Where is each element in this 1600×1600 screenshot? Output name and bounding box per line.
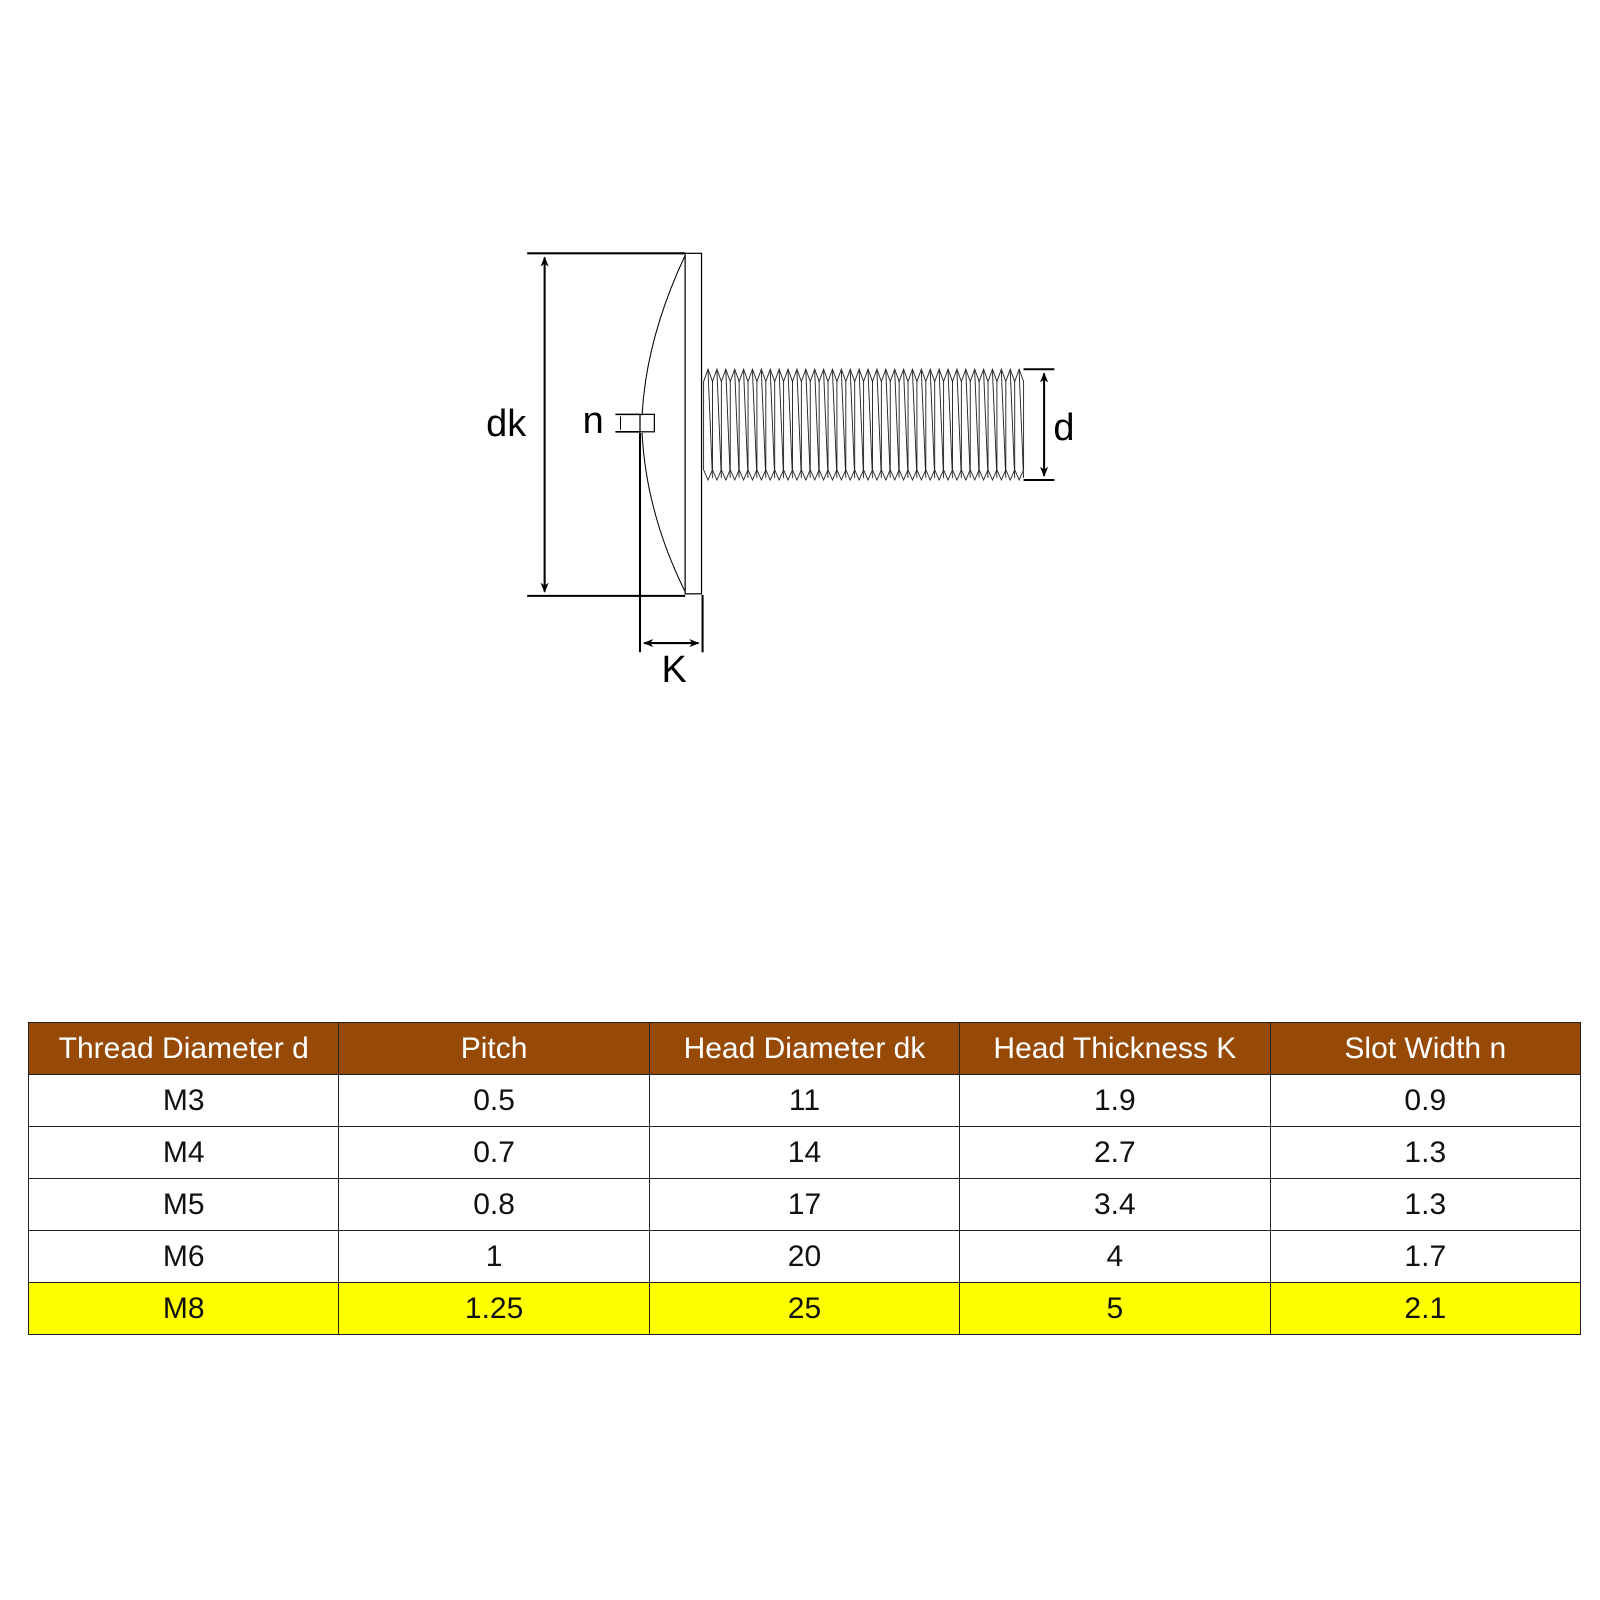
thread-line <box>716 371 722 478</box>
thread-line <box>752 371 758 478</box>
table-cell: 0.5 <box>338 1074 650 1127</box>
thread-line <box>1000 371 1007 478</box>
thread-line <box>947 371 953 478</box>
table-cell: 14 <box>648 1126 961 1179</box>
thread-line <box>787 371 793 478</box>
table-cell: 1.7 <box>1269 1230 1582 1283</box>
table-cell: M4 <box>27 1126 340 1179</box>
column-header: Head Thickness K <box>959 1022 1271 1075</box>
table-cell: 1.9 <box>959 1074 1271 1127</box>
thread-line <box>1018 371 1025 478</box>
thread-line <box>805 371 811 478</box>
table-cell: 0.7 <box>338 1126 650 1179</box>
table-cell: 11 <box>648 1074 961 1127</box>
n-dimension: n <box>583 400 640 442</box>
dk-label: dk <box>486 403 527 445</box>
table-cell: 0.9 <box>1269 1074 1582 1127</box>
table-cell: 17 <box>648 1178 961 1231</box>
thread-line <box>707 371 713 478</box>
table-cell: 2.7 <box>959 1126 1271 1179</box>
thread-line <box>814 371 820 478</box>
table-row: M4 0.7 14 2.7 1.3 <box>27 1126 1582 1179</box>
thread-line <box>743 371 749 478</box>
thread-line <box>920 371 927 478</box>
thread-line <box>867 371 873 478</box>
thread-line <box>725 371 731 478</box>
thread-line <box>849 371 856 478</box>
table-cell: 1 <box>338 1230 650 1283</box>
table-cell: 1.3 <box>1269 1126 1582 1179</box>
column-header: Slot Width n <box>1269 1022 1582 1075</box>
thread-line <box>840 371 847 478</box>
table-row-highlighted: M8 1.25 25 5 2.1 <box>27 1282 1582 1335</box>
thread-line <box>876 371 882 478</box>
table-cell: 3.4 <box>959 1178 1271 1231</box>
thread-line <box>912 371 918 478</box>
n-label: n <box>583 400 604 442</box>
dimension-table: Thread Diameter d Pitch Head Diameter dk… <box>27 1022 1582 1335</box>
thread-line <box>858 371 865 478</box>
table-cell: M8 <box>27 1282 340 1335</box>
table-cell: 5 <box>959 1282 1271 1335</box>
thread-line <box>938 371 945 478</box>
column-header: Thread Diameter d <box>27 1022 340 1075</box>
thread-line <box>760 371 767 478</box>
table-row: M5 0.8 17 3.4 1.3 <box>27 1178 1582 1231</box>
table-cell: M5 <box>27 1178 340 1231</box>
table-cell: 0.8 <box>338 1178 650 1231</box>
table-row: M3 0.5 11 1.9 0.9 <box>27 1074 1582 1127</box>
table-row: M6 1 20 4 1.7 <box>27 1230 1582 1283</box>
dk-dimension: dk <box>486 252 686 597</box>
table-cell: 1.25 <box>338 1282 650 1335</box>
thread-line <box>885 371 891 478</box>
screw-thread <box>703 367 1025 482</box>
thread-line <box>894 371 900 478</box>
k-dimension: K <box>638 432 704 691</box>
thread-line <box>983 371 989 478</box>
thread-line <box>965 371 971 478</box>
table-header-row: Thread Diameter d Pitch Head Diameter dk… <box>27 1022 1582 1075</box>
table-cell: 4 <box>959 1230 1271 1283</box>
screw-head <box>639 252 703 595</box>
thread-line <box>903 371 909 478</box>
column-header: Pitch <box>338 1022 650 1075</box>
thread-line <box>778 371 785 478</box>
thread-line <box>769 371 776 478</box>
column-header: Head Diameter dk <box>648 1022 961 1075</box>
thread-line <box>832 371 838 478</box>
thread-line <box>956 371 962 478</box>
table-cell: 25 <box>648 1282 961 1335</box>
d-dimension: d <box>1023 368 1074 482</box>
thread-line <box>929 371 936 478</box>
table-cell: M6 <box>27 1230 340 1283</box>
table-cell: M3 <box>27 1074 340 1127</box>
thread-line <box>974 371 980 478</box>
d-label: d <box>1053 407 1074 449</box>
thread-profile <box>703 468 1025 482</box>
thread-line <box>734 371 740 478</box>
thread-profile <box>703 367 1025 383</box>
thread-line <box>1009 371 1016 478</box>
thread-line <box>992 371 998 478</box>
table-cell: 2.1 <box>1269 1282 1582 1335</box>
table-cell: 1.3 <box>1269 1178 1582 1231</box>
thread-line <box>796 371 802 478</box>
k-label: K <box>662 649 687 691</box>
thread-line <box>823 371 829 478</box>
table-cell: 20 <box>648 1230 961 1283</box>
